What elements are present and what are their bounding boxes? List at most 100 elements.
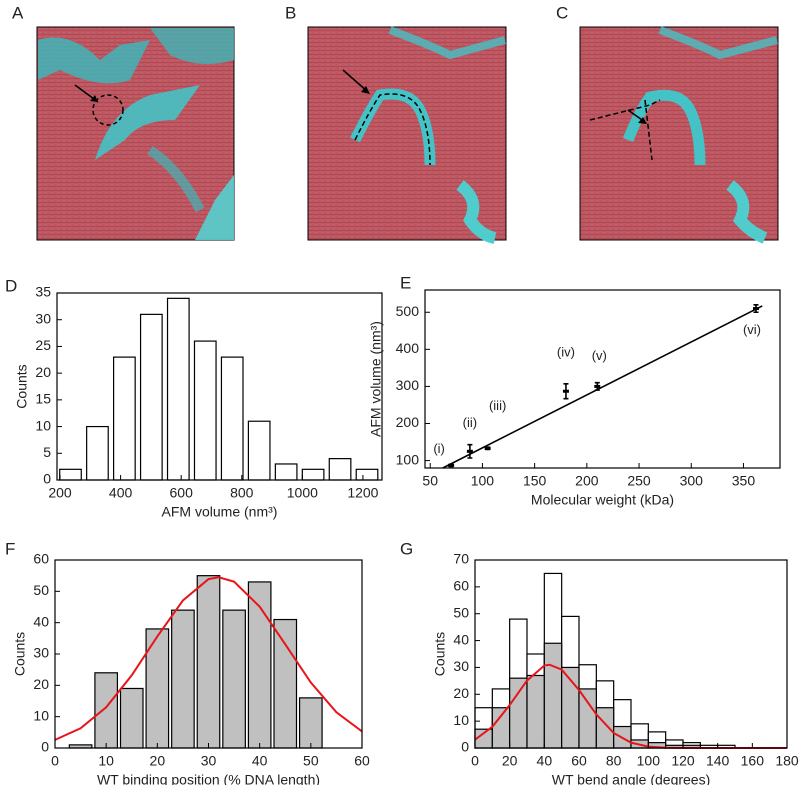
x-tick-label: 30	[201, 753, 217, 769]
point	[466, 449, 473, 453]
x-axis-title: WT binding position (% DNA length)	[97, 772, 320, 785]
x-tick-label: 0	[51, 753, 59, 769]
y-tick-label: 70	[453, 551, 469, 567]
plot	[474, 572, 787, 749]
y-tick-label: 200	[396, 414, 420, 430]
axes-box	[474, 559, 788, 749]
plot	[59, 297, 379, 481]
bar	[273, 618, 298, 749]
x-axis-title: AFM volume (nm³)	[162, 504, 278, 520]
panel-letter: G	[400, 539, 413, 558]
x-tick-label: 150	[523, 473, 547, 489]
y-axis-title: Counts	[12, 632, 28, 676]
x-tick-label: 50	[303, 753, 319, 769]
x-tick-label: 180	[775, 753, 799, 769]
x-tick-label: 10	[98, 753, 114, 769]
panel-letter: D	[5, 276, 17, 295]
x-tick-label: 160	[741, 753, 765, 769]
bar	[166, 297, 190, 481]
x-tick-label: 800	[230, 485, 254, 501]
x-tick-label: 0	[471, 753, 479, 769]
bar	[139, 313, 163, 481]
x-tick-label: 20	[150, 753, 166, 769]
x-tick-label: 20	[502, 753, 518, 769]
y-tick-label: 400	[396, 340, 420, 356]
point	[562, 389, 569, 393]
y-tick-label: 20	[453, 685, 469, 701]
plot	[54, 575, 363, 749]
y-axis-title: Counts	[14, 364, 30, 408]
y-tick-label: 60	[33, 551, 49, 567]
y-tick-label: 10	[33, 707, 49, 723]
y-tick-label: 25	[35, 337, 51, 353]
x-tick-label: 100	[471, 473, 495, 489]
y-tick-label: 40	[453, 631, 469, 647]
bar	[543, 642, 563, 749]
point-label: (v)	[592, 348, 607, 363]
bar	[328, 458, 352, 481]
bar	[578, 688, 597, 749]
y-tick-label: 5	[43, 444, 51, 460]
point-label: (i)	[433, 441, 445, 456]
y-tick-label: 35	[35, 284, 51, 300]
x-axis-title: Molecular weight (kDa)	[531, 492, 674, 508]
x-tick-label: 140	[706, 753, 730, 769]
bar	[355, 468, 379, 481]
axes-box	[424, 289, 781, 469]
afm-image	[36, 26, 235, 241]
afm-image	[307, 26, 507, 244]
x-tick-label: 40	[537, 753, 553, 769]
bar	[193, 340, 217, 481]
x-tick-label: 200	[575, 473, 599, 489]
bar	[595, 707, 615, 749]
x-tick-label: 50	[422, 473, 438, 489]
y-tick-label: 50	[33, 582, 49, 598]
bar	[526, 674, 545, 749]
x-tick-label: 120	[671, 753, 695, 769]
x-tick-label: 60	[354, 753, 370, 769]
x-tick-label: 100	[637, 753, 661, 769]
x-axis-title: WT bend angle (degrees)	[552, 772, 711, 785]
y-tick-label: 60	[453, 578, 469, 594]
x-tick-label: 350	[732, 473, 756, 489]
plot: (i) (ii) (iii) (iv) (v) (vi)	[433, 304, 763, 469]
bar	[247, 420, 271, 481]
y-axis-title: AFM volume (nm³)	[368, 321, 384, 437]
bar	[119, 687, 144, 749]
panel-letter: F	[5, 539, 15, 558]
y-tick-label: 50	[453, 604, 469, 620]
y-tick-label: 500	[396, 303, 420, 319]
x-tick-label: 400	[109, 485, 133, 501]
point	[484, 446, 491, 450]
point-label: (iv)	[557, 345, 575, 360]
bar	[220, 356, 244, 481]
point-label: (iii)	[489, 398, 506, 413]
panel-letter: B	[285, 3, 296, 22]
y-axis-title: Counts	[432, 632, 448, 676]
bar	[94, 672, 119, 749]
y-tick-label: 30	[453, 658, 469, 674]
fit-line	[442, 305, 763, 469]
x-tick-label: 250	[627, 473, 651, 489]
axes-box	[56, 292, 383, 481]
y-tick-label: 30	[33, 645, 49, 661]
y-tick-label: 20	[35, 364, 51, 380]
y-tick-label: 300	[396, 377, 420, 393]
bar	[274, 463, 298, 481]
point-label: (vi)	[743, 322, 761, 337]
point	[448, 463, 455, 467]
y-tick-label: 10	[453, 712, 469, 728]
point	[594, 384, 601, 388]
bar	[171, 609, 195, 749]
bar	[196, 575, 221, 749]
fit-line	[54, 576, 363, 741]
panel-letter: C	[556, 3, 568, 22]
y-tick-label: 100	[396, 451, 420, 467]
bar	[222, 609, 246, 749]
panel-letter: A	[12, 3, 24, 22]
bar	[301, 468, 325, 481]
bar	[509, 677, 528, 749]
bar	[298, 697, 323, 749]
y-tick-label: 0	[461, 739, 469, 755]
